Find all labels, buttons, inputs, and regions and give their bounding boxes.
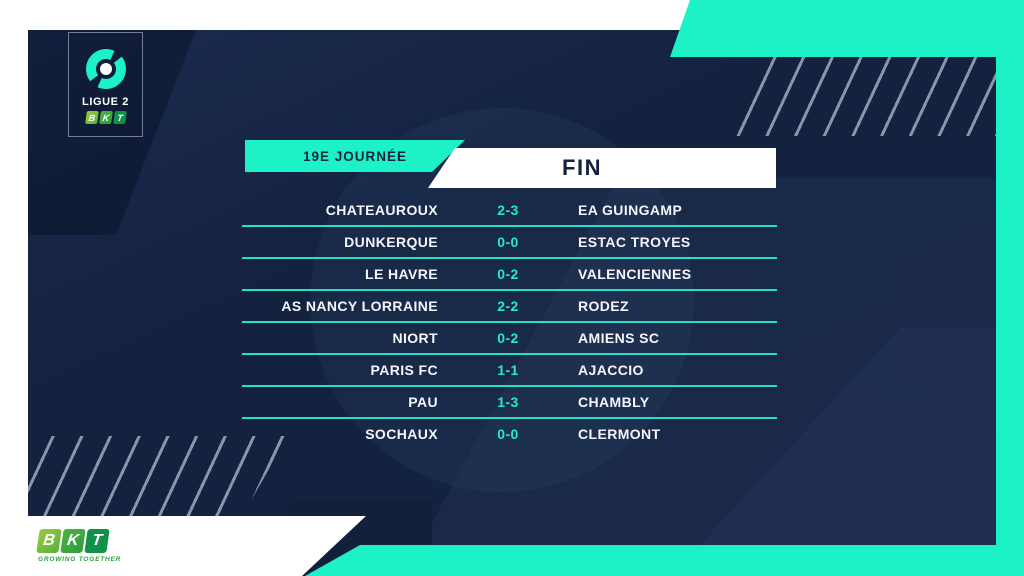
match-row: CHATEAUROUX 2-3 EA GUINGAMP (242, 195, 777, 227)
match-row: NIORT 0-2 AMIENS SC (242, 323, 777, 355)
home-team: CHATEAUROUX (325, 202, 438, 218)
away-team: CLERMONT (578, 426, 661, 442)
match-row: PARIS FC 1-1 AJACCIO (242, 355, 777, 387)
bkt-tiles-icon: B K T (36, 529, 122, 553)
bkt-letter-b: B (36, 529, 62, 553)
league-name: LIGUE 2 (82, 95, 129, 108)
bkt-letter-k: K (98, 110, 113, 124)
bkt-letter-t: T (84, 529, 110, 553)
away-team: RODEZ (578, 298, 629, 314)
away-team: VALENCIENNES (578, 266, 692, 282)
matchday-label: 19E JOURNÉE (302, 148, 408, 164)
ligue2-spiral-icon (85, 48, 126, 89)
bkt-letter-k: K (60, 529, 86, 553)
status-banner: FIN (428, 148, 776, 188)
bkt-logo-small: B K T (84, 110, 128, 124)
bkt-letter-b: B (84, 110, 99, 124)
home-team: PARIS FC (370, 362, 438, 378)
match-row: DUNKERQUE 0-0 ESTAC TROYES (242, 227, 777, 259)
bkt-letter-t: T (112, 110, 127, 124)
home-team: LE HAVRE (365, 266, 438, 282)
away-team: CHAMBLY (578, 394, 650, 410)
away-team: EA GUINGAMP (578, 202, 683, 218)
match-score: 1-1 (497, 362, 519, 378)
away-team: AMIENS SC (578, 330, 660, 346)
match-score: 0-0 (497, 426, 519, 442)
match-row: SOCHAUX 0-0 CLERMONT (242, 419, 777, 449)
match-score: 0-0 (497, 234, 519, 250)
match-score: 0-2 (497, 330, 519, 346)
home-team: AS NANCY LORRAINE (281, 298, 438, 314)
home-team: PAU (408, 394, 438, 410)
away-team: ESTAC TROYES (578, 234, 691, 250)
match-score: 0-2 (497, 266, 519, 282)
match-row: LE HAVRE 0-2 VALENCIENNES (242, 259, 777, 291)
match-row: PAU 1-3 CHAMBLY (242, 387, 777, 419)
home-team: SOCHAUX (365, 426, 438, 442)
home-team: DUNKERQUE (344, 234, 438, 250)
league-logo-box: LIGUE 2 B K T (68, 32, 143, 137)
status-label: FIN (562, 155, 602, 180)
bkt-tagline: GROWING TOGETHER (38, 556, 122, 563)
match-row: AS NANCY LORRAINE 2-2 RODEZ (242, 291, 777, 323)
bkt-footer-logo: B K T GROWING TOGETHER (36, 529, 122, 563)
match-score: 2-3 (497, 202, 519, 218)
results-table: CHATEAUROUX 2-3 EA GUINGAMP DUNKERQUE 0-… (242, 195, 777, 449)
matchday-banner: 19E JOURNÉE (245, 140, 465, 172)
home-team: NIORT (392, 330, 438, 346)
match-score: 2-2 (497, 298, 519, 314)
match-score: 1-3 (497, 394, 519, 410)
away-team: AJACCIO (578, 362, 644, 378)
